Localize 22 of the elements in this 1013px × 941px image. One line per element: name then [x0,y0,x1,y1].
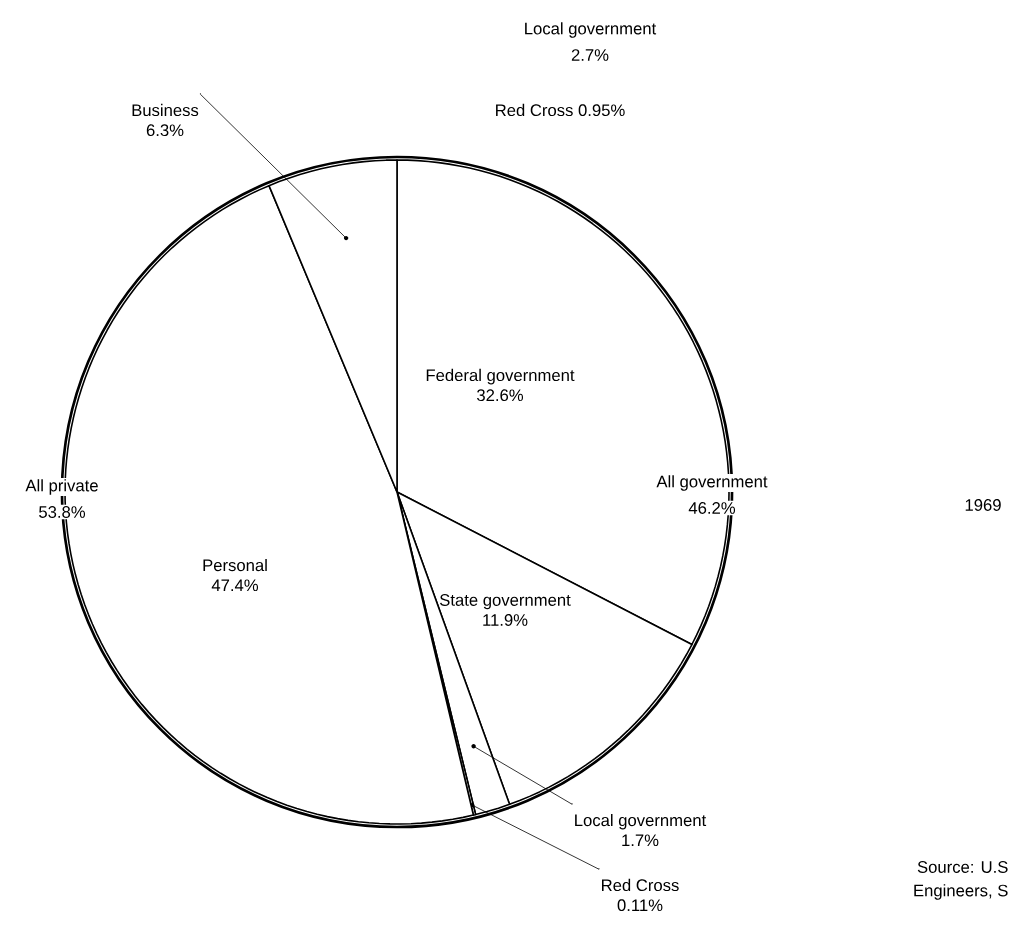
text: All private [25,479,98,495]
slice-label: Personal [203,558,267,572]
text: 46.2% [688,502,736,514]
data-label: 11.9% [483,614,528,626]
text: Local government [525,22,657,38]
data-label: 47.4% [211,579,259,592]
text: 53.8% [39,506,86,518]
text: Engineers, S [914,884,1008,900]
data-label: 1.7% [622,834,659,847]
text: 2.7% [571,49,609,61]
slice-label: Red Cross [602,878,679,892]
slice-label: Federal government [426,368,575,385]
text: All government [656,475,768,491]
data-label: 0.11% [617,899,663,912]
slice-label: Business [132,103,199,117]
slice-label: State government [439,594,571,610]
text: 1969 [965,499,1001,511]
data-label: 6.3% [146,124,184,137]
data-label: 32.6% [477,389,524,402]
source-note: Source: U.S [917,861,1008,873]
slice-label: Local government [575,813,707,830]
text: Red Cross 0.95% [496,103,625,117]
